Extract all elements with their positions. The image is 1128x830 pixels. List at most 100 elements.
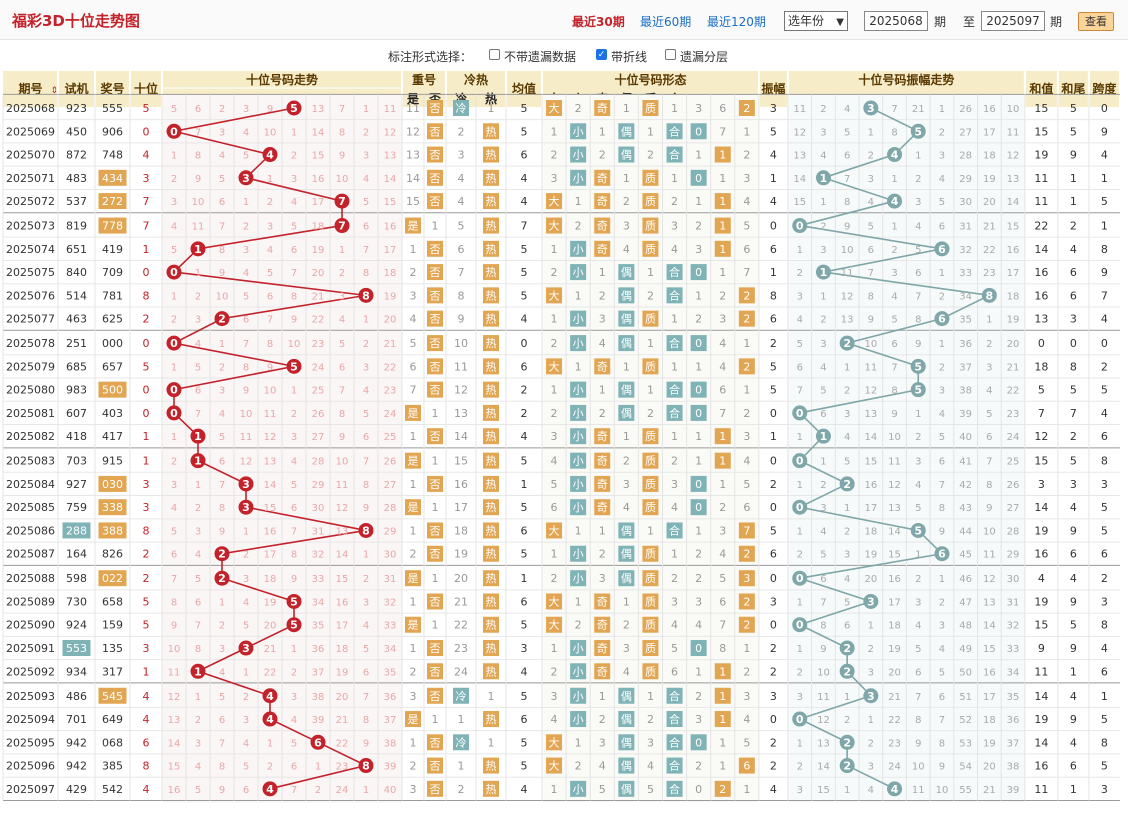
- from-issue-input[interactable]: 2025068: [864, 11, 928, 31]
- rep-highlight: [427, 310, 443, 327]
- amp-omission: 5: [939, 667, 945, 678]
- shape-highlight: [618, 310, 635, 327]
- shape-cell: 4: [719, 337, 726, 350]
- shape-highlight: [594, 217, 611, 234]
- amp-omission: 3: [915, 457, 921, 468]
- trend-omission: 8: [219, 245, 225, 256]
- issue-cell: 2025078: [6, 337, 55, 350]
- query-button[interactable]: 查看: [1078, 12, 1114, 31]
- table-row: 2025086 288 388 8 5 3 9 1 16 7 31 13 8 29 1 否 18 热 6 大 1 1 偶 1 合…: [6, 522, 1108, 539]
- rep-highlight: [427, 687, 443, 704]
- tens-cell: 8: [143, 289, 150, 302]
- trend-ball: [166, 382, 182, 398]
- shape-cell: 5: [743, 478, 750, 491]
- period-60-link[interactable]: 最近60期: [640, 15, 692, 29]
- amp-omission: 7: [915, 692, 921, 703]
- shape-cell: 6: [743, 760, 750, 773]
- period-120-link[interactable]: 最近120期: [707, 15, 766, 29]
- layered-checkbox[interactable]: [665, 49, 676, 60]
- shape-cell: 2: [647, 289, 654, 302]
- trend-omission: 10: [264, 127, 277, 138]
- shape-highlight: [738, 570, 755, 587]
- tail-cell: 4: [1070, 736, 1077, 749]
- shape-highlight: [738, 100, 755, 116]
- amp-ball-label: 8: [986, 289, 994, 302]
- shape-cell: 1: [695, 665, 702, 678]
- trend-ball-label: 1: [194, 665, 202, 678]
- shape-highlight: [666, 404, 683, 421]
- header-6: 冷热: [464, 72, 488, 87]
- amp-cell: 0: [770, 713, 777, 726]
- year-select[interactable]: 选年份 ▼: [784, 11, 848, 31]
- trend-omission: 3: [291, 432, 297, 443]
- award-cell: 317: [102, 665, 123, 678]
- amp-omission: 35: [959, 315, 972, 326]
- polyline-checkbox[interactable]: ✓: [596, 49, 607, 60]
- shape-highlight: [570, 310, 587, 327]
- no-omission-checkbox[interactable]: [489, 49, 500, 60]
- amp-omission: 14: [983, 621, 996, 632]
- test-cell: 607: [66, 407, 87, 420]
- trend-omission: 7: [339, 386, 345, 397]
- shape-highlight: [642, 570, 659, 587]
- hot-cell: 热: [486, 172, 497, 185]
- rep-highlight: [405, 404, 421, 421]
- span-cell: 2: [1101, 572, 1108, 585]
- trend-omission: 8: [195, 644, 201, 655]
- to-issue-input[interactable]: 2025097: [981, 11, 1045, 31]
- rep-highlight: [405, 499, 421, 516]
- amp-ball: [839, 640, 855, 656]
- amp-omission: 34: [959, 291, 972, 302]
- hot-highlight: [483, 780, 499, 797]
- tail-cell: 1: [1070, 195, 1077, 208]
- table-row: 2025093 486 545 4 12 1 5 2 4 3 38 20 7 36 3 否冷 1 5 3 小 1 偶 1 合 2…: [6, 687, 1108, 704]
- tens-cell: 0: [143, 337, 150, 350]
- shape-highlight: [738, 593, 755, 610]
- shape-cell: 小: [573, 665, 584, 678]
- shape-cell: 合: [669, 265, 680, 279]
- trend-omission: 19: [384, 291, 397, 302]
- amp-omission: 13: [817, 738, 830, 749]
- rep-highlight: [427, 264, 443, 281]
- amp-omission: 46: [959, 574, 972, 585]
- amp-cell: 2: [770, 736, 777, 749]
- rep-cell: 否: [430, 102, 441, 115]
- tail-cell: 9: [1070, 713, 1077, 726]
- shape-highlight: [570, 335, 587, 352]
- issue-cell: 2025086: [6, 524, 55, 537]
- shape-highlight: [642, 240, 659, 257]
- table-row: 2025094 701 649 4 13 2 6 3 4 4 39 21 8 37 是 1 1 热 6 4 小 2 偶 2 合 3…: [6, 711, 1108, 728]
- amp-omission: 10: [817, 667, 830, 678]
- shape-cell: 2: [743, 548, 750, 561]
- table-row: 2025070 872 748 4 1 8 4 5 4 2 15 9 3 13 13 否 3 热 6 2 小 2 偶 2 合 1 1…: [6, 146, 1108, 163]
- shape-cell: 3: [743, 572, 750, 585]
- shape-highlight: [546, 593, 563, 610]
- rep-cell: 1: [410, 595, 417, 608]
- trend-omission: 3: [243, 715, 249, 726]
- shape-cell: 6: [719, 102, 726, 115]
- sum-cell: 15: [1034, 102, 1048, 115]
- shape-highlight: [618, 711, 635, 728]
- shape-cell: 质: [645, 195, 656, 208]
- test-cell: 514: [66, 289, 87, 302]
- shape-cell: 3: [743, 172, 750, 185]
- trend-omission: 21: [264, 644, 277, 655]
- top-bar: 福彩3D十位走势图 最近30期 最近60期 最近120期 选年份 ▼ 202506…: [0, 0, 1128, 40]
- amp-ball: [887, 781, 903, 797]
- trend-omission: 13: [336, 526, 349, 537]
- layered-label: 遗漏分层: [680, 50, 729, 64]
- tail-cell: 4: [1070, 690, 1077, 703]
- rep-cell: 是: [408, 619, 419, 632]
- avg-cell: 0: [521, 337, 528, 350]
- amp-cell: 2: [770, 665, 777, 678]
- period-30-link[interactable]: 最近30期: [572, 15, 625, 29]
- trend-omission: 3: [243, 245, 249, 256]
- rep-cell: 否: [430, 149, 441, 162]
- amp-ball: [910, 382, 926, 398]
- rep-highlight: [427, 146, 443, 163]
- header-13: 跨度: [1092, 81, 1117, 96]
- trend-omission: 7: [339, 104, 345, 115]
- trend-ball-label: 2: [218, 572, 226, 585]
- shape-cell: 1: [719, 455, 726, 468]
- table-row: 2025076 514 781 8 1 2 10 5 6 8 21 3 8 19 3 否 8 热 5 大 1 2 偶 2 合 1 2…: [6, 287, 1108, 304]
